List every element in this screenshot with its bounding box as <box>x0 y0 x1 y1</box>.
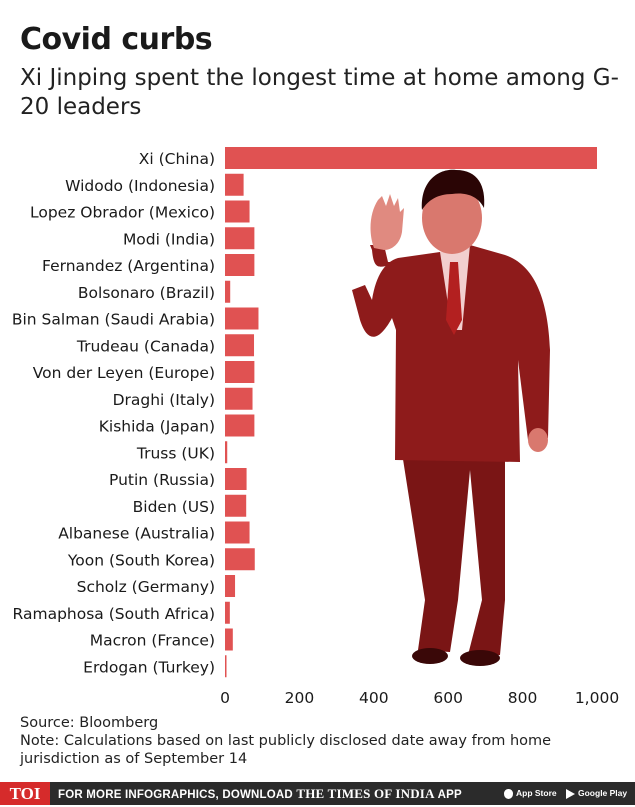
google-play-icon <box>566 788 575 799</box>
category-label: Erdogan (Turkey) <box>83 658 215 676</box>
x-tick-label: 200 <box>285 689 315 707</box>
bar <box>225 254 255 276</box>
footnotes: Source: Bloomberg Note: Calculations bas… <box>20 714 620 768</box>
bar <box>225 280 231 303</box>
photo-right-hand <box>528 428 548 452</box>
bar <box>225 147 597 169</box>
photo-tie <box>446 262 462 335</box>
x-tick-label: 1,000 <box>575 689 619 707</box>
leader-photo <box>352 169 550 666</box>
photo-trousers <box>400 440 505 655</box>
x-tick-label: 800 <box>508 689 538 707</box>
x-tick-label: 600 <box>433 689 463 707</box>
category-label: Yoon (South Korea) <box>67 551 215 569</box>
bar <box>225 200 250 223</box>
google-play-label: Google Play <box>578 788 628 798</box>
app-store-button[interactable]: App Store <box>504 786 557 801</box>
toi-logo[interactable]: TOI <box>0 782 50 805</box>
bar <box>225 521 250 544</box>
photo-hair <box>421 169 485 210</box>
bar-chart: Xi (China) Widodo (Indonesia) Lopez Obrado… <box>12 147 619 707</box>
download-cta-text: FOR MORE INFOGRAPHICS, DOWNLOAD <box>58 789 293 801</box>
category-label: Modi (India) <box>123 230 215 248</box>
bar <box>225 494 247 517</box>
download-cta[interactable]: FOR MORE INFOGRAPHICS, DOWNLOAD THE TIME… <box>58 782 462 805</box>
photo-shoe-right <box>460 650 500 666</box>
footer-banner: TOI FOR MORE INFOGRAPHICS, DOWNLOAD THE … <box>0 782 635 805</box>
category-label: Ramaphosa (South Africa) <box>13 605 215 623</box>
source-note: Source: Bloomberg <box>20 715 159 731</box>
bar <box>225 548 255 571</box>
photo-shoe-left <box>412 648 448 664</box>
photo-raised-hand <box>370 194 404 250</box>
category-label: Truss (UK) <box>136 444 215 462</box>
category-label: Widodo (Indonesia) <box>65 177 215 195</box>
brand-name: THE TIMES OF INDIA <box>296 786 435 801</box>
x-tick-label: 0 <box>220 689 230 707</box>
bar <box>225 441 228 464</box>
bar <box>225 173 244 196</box>
category-label: Putin (Russia) <box>109 471 215 489</box>
bar <box>225 334 255 357</box>
x-tick-label: 400 <box>359 689 389 707</box>
category-label: Macron (France) <box>90 632 215 650</box>
category-label: Albanese (Australia) <box>58 525 215 543</box>
photo-raised-arm <box>370 245 398 267</box>
bar <box>225 361 255 383</box>
bar <box>225 628 233 651</box>
photo-head <box>422 182 482 254</box>
bar <box>225 655 227 678</box>
bar <box>225 387 253 410</box>
calculation-note: Note: Calculations based on last publicl… <box>20 733 552 767</box>
chart-subtitle: Xi Jinping spent the longest time at hom… <box>20 65 619 120</box>
chart-title: Covid curbs <box>20 22 213 57</box>
apple-icon <box>504 788 513 799</box>
category-label: Kishida (Japan) <box>99 418 215 436</box>
bar <box>225 601 230 624</box>
bar <box>225 468 247 490</box>
app-word: APP <box>437 789 462 801</box>
category-label: Von der Leyen (Europe) <box>33 364 215 382</box>
category-label: Xi (China) <box>139 150 215 168</box>
category-label: Bolsonaro (Brazil) <box>78 284 215 302</box>
bar <box>225 307 259 330</box>
category-label: Trudeau (Canada) <box>76 337 215 355</box>
google-play-button[interactable]: Google Play <box>566 786 627 801</box>
category-label: Biden (US) <box>133 498 215 516</box>
category-label: Lopez Obrador (Mexico) <box>30 204 215 222</box>
app-store-label: App Store <box>516 788 557 798</box>
photo-jacket <box>352 245 550 462</box>
bar <box>225 414 255 437</box>
category-label: Draghi (Italy) <box>113 391 215 409</box>
category-label: Scholz (Germany) <box>77 578 215 596</box>
category-label: Fernandez (Argentina) <box>42 257 215 275</box>
bar <box>225 227 255 250</box>
bar <box>225 575 236 597</box>
category-label: Bin Salman (Saudi Arabia) <box>12 311 215 329</box>
